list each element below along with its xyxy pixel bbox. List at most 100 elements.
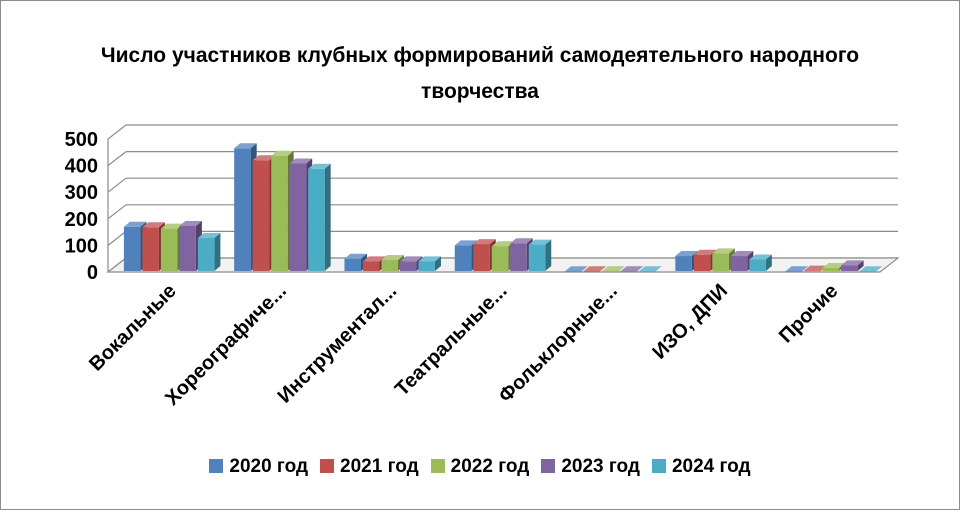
bar-top <box>197 232 221 238</box>
bar-top <box>730 251 754 257</box>
bar-top <box>308 163 331 169</box>
y-tick-label: 0 <box>87 262 98 284</box>
legend-item: 2024 год <box>651 456 751 478</box>
bar-top <box>841 260 864 266</box>
x-tick-label: Инструментал... <box>274 280 402 408</box>
bar <box>454 245 472 271</box>
bar-top <box>528 239 552 245</box>
bar-top <box>454 240 478 246</box>
bar-top <box>675 251 698 257</box>
bar-top <box>473 239 496 245</box>
legend-swatch <box>541 459 556 473</box>
bar <box>528 244 546 271</box>
y-tick-label: 200 <box>65 209 98 231</box>
legend-item: 2020 год <box>209 456 308 478</box>
y-tick-label: 500 <box>65 129 98 151</box>
bar-top <box>749 254 772 260</box>
bar-top <box>418 256 441 262</box>
bar <box>639 271 656 272</box>
bar-top <box>602 266 625 272</box>
bar-top <box>289 158 313 164</box>
bar-top <box>381 255 404 261</box>
y-tick-label: 400 <box>65 156 98 178</box>
bar-top <box>491 241 515 247</box>
legend-item: 2021 год <box>320 456 419 478</box>
bar <box>399 261 417 271</box>
bar <box>179 225 196 271</box>
legend-swatch <box>209 459 224 473</box>
bar-top <box>160 223 184 229</box>
legend-swatch <box>651 459 666 473</box>
bar <box>289 163 307 271</box>
bar-top <box>785 266 809 272</box>
chart-title: Число участников клубных формирований са… <box>100 44 860 103</box>
bar <box>749 259 766 271</box>
gridline-side <box>107 230 127 246</box>
bar <box>123 226 141 271</box>
bar <box>271 155 288 271</box>
bar <box>804 270 821 272</box>
x-tick-label: Фольклорные... <box>495 280 622 407</box>
bar <box>491 246 509 271</box>
bar <box>859 271 877 272</box>
bar <box>381 260 398 271</box>
legend-swatch <box>430 459 445 473</box>
legend-item: 2023 год <box>541 456 640 478</box>
bar-top <box>620 266 644 272</box>
bar-top <box>804 265 827 271</box>
bar-top <box>362 256 386 262</box>
bar-top <box>565 266 588 272</box>
bar <box>730 256 748 271</box>
bar-side <box>857 260 864 271</box>
bar <box>712 253 729 271</box>
bar-side <box>324 163 331 271</box>
x-tick-label: Хореографиче... <box>161 280 291 410</box>
x-tick-label: Прочие <box>775 280 842 347</box>
bar <box>197 237 215 271</box>
bar <box>785 271 803 272</box>
bar-top <box>142 222 165 228</box>
bar <box>418 261 435 271</box>
bar-side <box>434 256 441 271</box>
legend-label: 2021 год <box>340 456 419 477</box>
bar-top <box>123 221 147 227</box>
bar <box>693 254 711 271</box>
chart-legend: 2020 год 2021 год 2022 год 2023 год 2024 год <box>0 456 960 478</box>
bar <box>583 271 601 272</box>
bar <box>602 271 619 272</box>
legend-swatch <box>320 459 335 473</box>
bar-top <box>583 266 607 272</box>
legend-label: 2020 год <box>229 456 309 477</box>
bar-top <box>712 248 735 254</box>
bar-top <box>234 143 257 149</box>
bar-top <box>271 150 294 156</box>
bar-top <box>399 256 423 262</box>
bar-top <box>179 220 202 226</box>
x-tick-label: ИЗО, ДПИ <box>648 280 732 364</box>
bar <box>308 168 325 271</box>
y-tick-label: 100 <box>65 235 98 257</box>
bar-top <box>252 155 276 161</box>
bar <box>160 228 178 271</box>
bar <box>252 160 270 271</box>
bar <box>362 261 380 271</box>
legend-label: 2022 год <box>450 456 530 477</box>
bar-top <box>822 263 846 269</box>
bar <box>344 258 361 271</box>
y-tick-label: 300 <box>65 182 98 204</box>
bar-side <box>765 254 772 271</box>
bar <box>620 271 638 272</box>
gridline-side <box>107 124 127 140</box>
bar-top <box>344 253 367 259</box>
x-tick-label: Театральные... <box>391 280 512 401</box>
bar <box>142 227 159 271</box>
legend-item: 2022 год <box>430 456 530 478</box>
gridline-side <box>107 204 127 220</box>
bar <box>510 243 527 271</box>
bar-side <box>214 232 221 271</box>
x-tick-label: Вокальные <box>85 280 181 376</box>
bar <box>234 148 251 271</box>
bar <box>675 256 692 271</box>
bar-top <box>693 249 717 255</box>
gridline-side <box>107 177 127 193</box>
